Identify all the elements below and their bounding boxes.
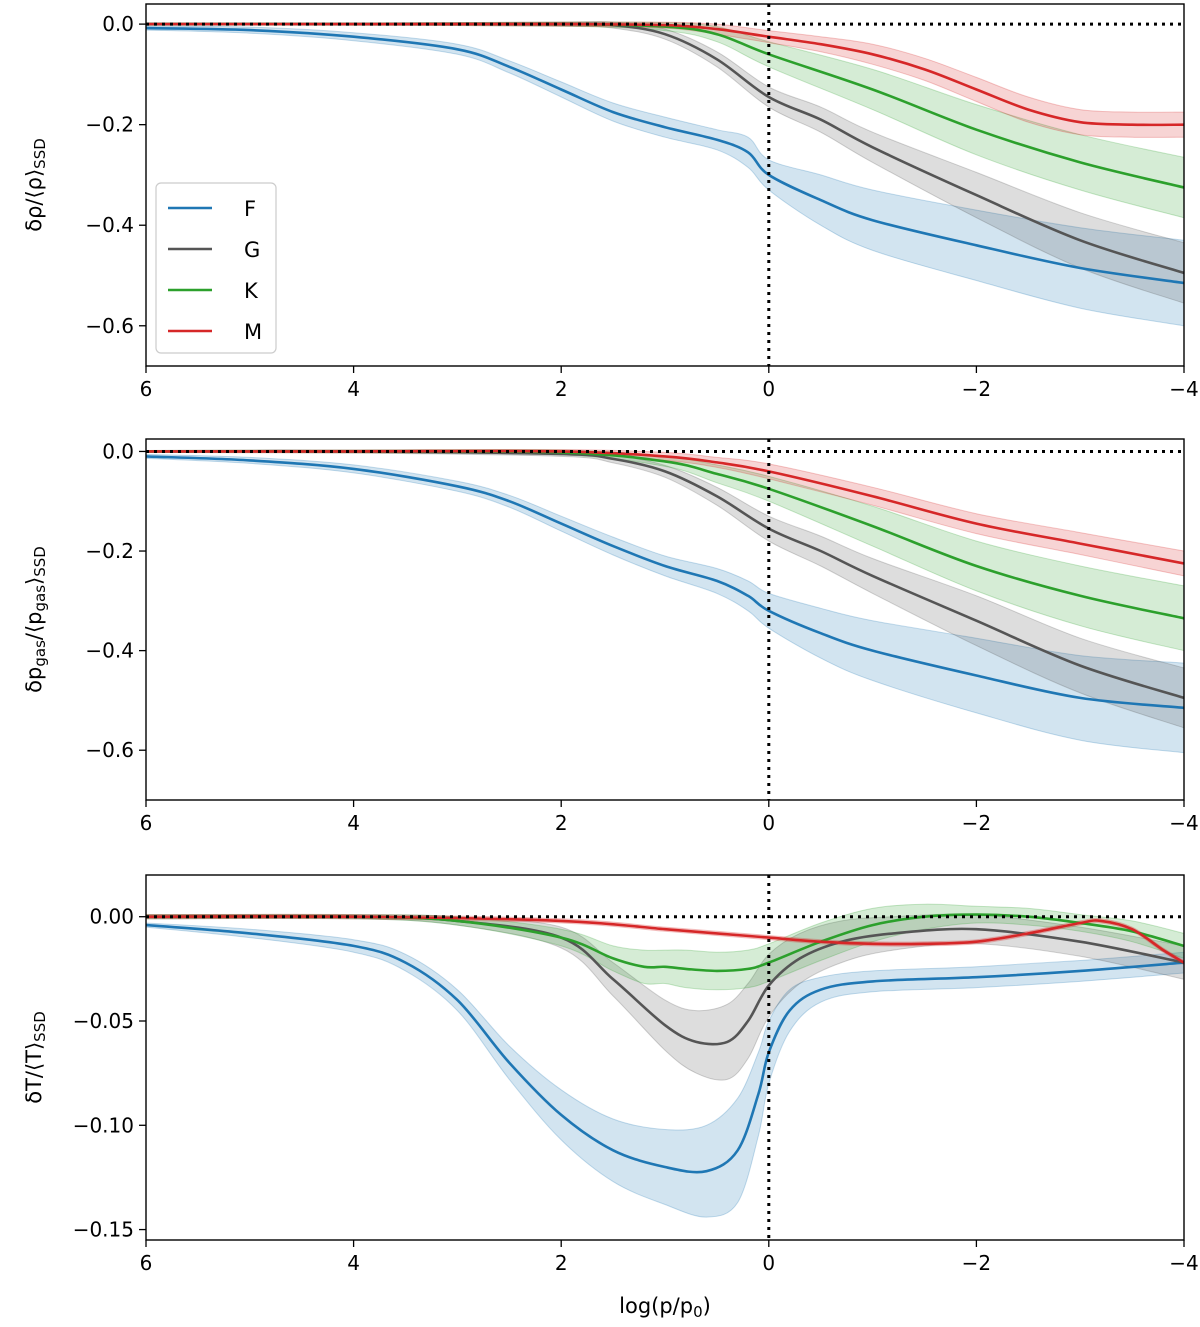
y-tick-label: 0.0 xyxy=(102,12,134,36)
y-tick-label: 0.0 xyxy=(102,439,134,463)
x-tick-label: 4 xyxy=(347,1251,360,1275)
plot-area xyxy=(146,903,1184,1218)
y-axis-label: δT/⟨T⟩SSD xyxy=(22,1011,49,1104)
x-tick-label: −2 xyxy=(962,1251,991,1275)
x-tick-label: 4 xyxy=(347,811,360,835)
plot-area xyxy=(146,448,1184,754)
x-tick-label: 2 xyxy=(555,811,568,835)
band-F xyxy=(146,25,1184,327)
y-tick-label: 0.00 xyxy=(89,905,134,929)
series-line-F xyxy=(146,455,1184,710)
axes-frame xyxy=(145,874,1185,1241)
plot-area xyxy=(146,21,1184,327)
x-axis-label: log(p/p0) xyxy=(619,1294,711,1321)
x-tick-label: −2 xyxy=(962,377,991,401)
y-tick-label: −0.2 xyxy=(85,539,134,563)
x-tick-label: −4 xyxy=(1169,811,1198,835)
y-tick-label: −0.4 xyxy=(85,213,134,237)
x-tick-label: 6 xyxy=(140,377,153,401)
y-axis-label: δpgas/⟨pgas⟩SSD xyxy=(22,546,49,693)
x-tick-label: 2 xyxy=(555,1251,568,1275)
legend-label-G: G xyxy=(244,238,260,262)
x-tick-label: 4 xyxy=(347,377,360,401)
y-tick-label: −0.05 xyxy=(73,1009,134,1033)
axes-frame xyxy=(145,438,1185,801)
y-tick-label: −0.2 xyxy=(85,113,134,137)
x-tick-label: −4 xyxy=(1169,1251,1198,1275)
band-G xyxy=(146,913,1184,1081)
y-axis-label: δρ/⟨ρ⟩SSD xyxy=(22,138,49,232)
x-tick-label: 0 xyxy=(762,377,775,401)
band-K xyxy=(146,21,1184,219)
series-line-M xyxy=(146,22,1184,127)
band-F xyxy=(146,453,1184,754)
legend-label-F: F xyxy=(244,197,256,221)
y-tick-label: −0.4 xyxy=(85,639,134,663)
series-line-M xyxy=(146,915,1184,964)
legend-label-M: M xyxy=(244,320,262,344)
y-tick-label: −0.6 xyxy=(85,314,134,338)
x-tick-label: 6 xyxy=(140,811,153,835)
x-tick-label: 0 xyxy=(762,811,775,835)
legend-box xyxy=(155,182,277,354)
axes-frame xyxy=(145,3,1185,367)
x-tick-label: 0 xyxy=(762,1251,775,1275)
legend-label-K: K xyxy=(244,279,259,303)
y-tick-label: −0.6 xyxy=(85,738,134,762)
series-line-F xyxy=(146,26,1184,285)
band-M xyxy=(146,913,1184,966)
band-F xyxy=(146,922,1184,1218)
x-tick-label: 6 xyxy=(140,1251,153,1275)
x-tick-label: −4 xyxy=(1169,377,1198,401)
band-M xyxy=(146,21,1184,138)
panel-gas_pressure: 6 4 2 0 −2 −4 0.0 −0.2 −0.4 −0.6 δpgas/⟨pgas⟩SSD xyxy=(22,438,1199,835)
y-tick-label: −0.15 xyxy=(73,1218,134,1242)
x-tick-label: 2 xyxy=(555,377,568,401)
y-tick-label: −0.10 xyxy=(73,1113,134,1137)
x-tick-label: −2 xyxy=(962,811,991,835)
band-K xyxy=(146,903,1184,991)
panel-temperature: 6 4 2 0 −2 −4 0.00 −0.05 −0.10 −0.15 δT/⟨T⟩SSD log(… xyxy=(22,874,1199,1321)
series-line-F xyxy=(146,923,1184,1174)
